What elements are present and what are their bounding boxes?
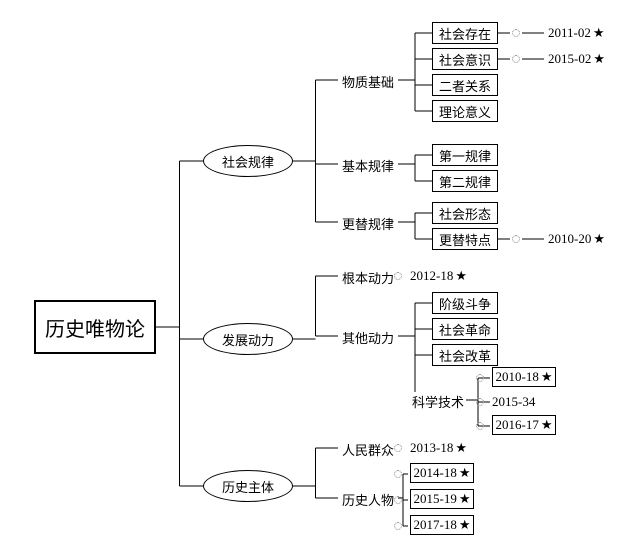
leaf-l8: 更替特点 (432, 228, 498, 250)
tagbox-3: 2016-17 (492, 415, 556, 435)
dot-l2 (512, 55, 520, 63)
tagbox-5: 2014-18 (410, 463, 474, 483)
mid-m2: 基本规律 (340, 156, 396, 175)
tagdot-6 (394, 496, 402, 504)
leaf-l3: 二者关系 (432, 74, 498, 96)
tagdot-7 (394, 522, 402, 530)
tagbox-text-1: 2010-18 (496, 369, 553, 385)
leaf-l9b: 社会革命 (432, 318, 498, 340)
dot-l8 (512, 235, 520, 243)
dot-l1 (512, 29, 520, 37)
leaf-l7: 社会形态 (432, 202, 498, 224)
tagbox-6: 2015-19 (410, 489, 474, 509)
tagbox-7: 2017-18 (410, 515, 474, 535)
tagdot-2 (476, 398, 484, 406)
mid-m7: 人民群众 (340, 440, 396, 459)
tagdot-0 (394, 272, 402, 280)
tagbox-text-5: 2014-18 (414, 465, 471, 481)
branch-e2: 发展动力 (203, 323, 293, 355)
root-node: 历史唯物论 (34, 300, 156, 354)
tag-only-0: 2012-18 (410, 268, 467, 284)
tagbox-text-7: 2017-18 (414, 517, 471, 533)
tagdot-4 (394, 444, 402, 452)
tagbox-text-6: 2015-19 (414, 491, 471, 507)
mid-m8: 历史人物 (340, 490, 396, 509)
mid-m1: 物质基础 (340, 72, 396, 91)
tagbox-1: 2010-18 (492, 367, 556, 387)
mid-m3: 更替规律 (340, 214, 396, 233)
leaf-l1: 社会存在 (432, 22, 498, 44)
tagdot-3 (476, 422, 484, 430)
mid-m6: 科学技术 (410, 392, 466, 411)
tagbox-text-3: 2016-17 (496, 417, 553, 433)
branch-e3: 历史主体 (203, 470, 293, 502)
leaf-l9c: 社会改革 (432, 344, 498, 366)
leaf-l4: 理论意义 (432, 100, 498, 122)
leaf-l9a: 阶级斗争 (432, 292, 498, 314)
leaf-l2: 社会意识 (432, 48, 498, 70)
branch-e1: 社会规律 (203, 145, 293, 177)
leaf-l5: 第一规律 (432, 144, 498, 166)
tagdot-1 (476, 374, 484, 382)
tag-l2: 2015-02 (548, 51, 605, 67)
mid-m5: 其他动力 (340, 328, 396, 347)
tag-l1: 2011-02 (548, 25, 605, 41)
tag-l8: 2010-20 (548, 231, 605, 247)
mid-m4: 根本动力 (340, 268, 396, 287)
tag-only-2: 2015-34 (492, 394, 535, 410)
tag-only-4: 2013-18 (410, 440, 467, 456)
leaf-l6: 第二规律 (432, 170, 498, 192)
tagdot-5 (394, 470, 402, 478)
